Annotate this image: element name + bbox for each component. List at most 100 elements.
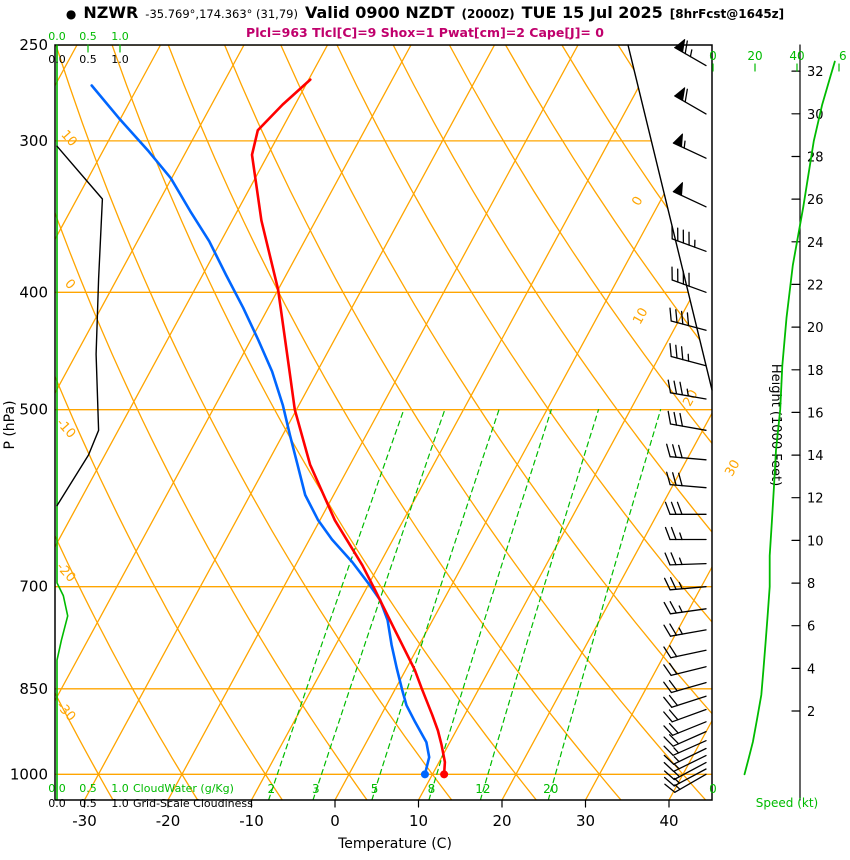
wind-barb-full xyxy=(676,501,683,515)
pressure-tick-label: 250 xyxy=(19,36,48,54)
wind-barb-full xyxy=(663,601,672,615)
wind-barb-full xyxy=(669,307,672,322)
wind-barb-full xyxy=(672,472,677,486)
wind-barb-full xyxy=(664,526,671,541)
wind-barb-half xyxy=(683,140,686,149)
station-coords: -35.769°,174.363° (31,79) xyxy=(145,7,298,21)
wind-barb-full xyxy=(686,312,690,327)
forecast-tag: [8hrFcst@1645z] xyxy=(669,7,785,21)
cloudwater-scale-top: 0.5 xyxy=(79,30,97,43)
dry-adiabat-line xyxy=(280,45,712,800)
isotherm-line xyxy=(83,45,496,800)
dry-adiabat-line xyxy=(55,45,453,800)
wind-barb-full xyxy=(663,745,674,756)
wind-barb-full xyxy=(678,444,683,459)
surface-temperature-dot xyxy=(440,770,449,779)
dry-adiabat-line xyxy=(111,45,537,800)
dry-adiabat-line xyxy=(392,45,712,800)
wind-barb-full xyxy=(669,645,678,658)
speed-axis-title: Speed (kt) xyxy=(756,796,818,810)
station-id: NZWR xyxy=(83,3,139,22)
dry-adiabat-line xyxy=(167,45,622,800)
wind-barb-full xyxy=(678,472,683,487)
sounding-curves xyxy=(90,78,449,779)
surface-dewpoint-dot xyxy=(420,770,429,779)
cloudwater-scale-top: 0.0 xyxy=(48,30,66,43)
wind-barb-pennant xyxy=(674,87,686,101)
mixing-ratio-label: 8 xyxy=(428,782,436,796)
valid-time: Valid 0900 NZDT xyxy=(304,3,455,22)
wind-barb-full xyxy=(679,412,684,427)
wind-barb-full xyxy=(663,736,674,747)
wind-barbs xyxy=(663,39,707,793)
wind-barb-full xyxy=(664,501,671,515)
cloudwater-scale-bottom: 0.0 xyxy=(48,782,66,795)
dry-adiabat-line xyxy=(223,45,707,800)
cloudwater-scale-bottom: 1.0 xyxy=(111,782,129,795)
plot-border xyxy=(54,44,713,801)
mixing-ratio-line xyxy=(547,409,662,800)
height-tick-label: 14 xyxy=(807,449,824,464)
mixing-ratio-line xyxy=(268,409,405,800)
mixing-ratio-label: 5 xyxy=(371,782,379,796)
wind-barb-full xyxy=(663,664,672,677)
isotherm-label: 20 xyxy=(680,387,701,409)
pressure-tick-label: 1000 xyxy=(10,765,48,783)
wind-barb-half xyxy=(673,747,680,754)
speed-tick-label: 40 xyxy=(789,49,804,63)
dry-adiabat-label: 0 xyxy=(61,277,78,293)
speed-tick-label: 20 xyxy=(747,49,762,63)
wind-barb-full xyxy=(668,709,679,721)
height-tick-label: 32 xyxy=(807,65,824,80)
wind-barb-full xyxy=(663,696,673,708)
wind-barb-full xyxy=(684,40,688,55)
isotherm-label: 0 xyxy=(629,194,646,209)
wind-barb-half xyxy=(674,784,681,790)
wind-barb-full xyxy=(663,776,675,787)
height-tick-label: 8 xyxy=(807,577,815,592)
dry-adiabat-line xyxy=(55,45,368,800)
wind-barb-half xyxy=(678,557,683,566)
isotherm-label: 30 xyxy=(722,457,743,479)
speed-tick-label: 6 xyxy=(839,49,847,63)
wind-barb-full xyxy=(667,379,672,394)
cloudiness-scale-bottom: 0.0 xyxy=(48,797,66,810)
cloud-profiles xyxy=(56,44,104,801)
cloudiness-axis-label: Grid-Scale Cloudiness xyxy=(133,797,253,810)
temperature-tick-label: 0 xyxy=(330,812,340,830)
wind-barb-full xyxy=(680,346,684,361)
dry-adiabat-label: 10 xyxy=(57,127,79,149)
isotherm-line xyxy=(55,45,329,800)
wind-barb-full xyxy=(670,526,677,541)
isotherm-line xyxy=(55,45,412,800)
wind-barb-half xyxy=(689,49,693,58)
corner-cut-line xyxy=(627,44,713,391)
wind-barb-full xyxy=(672,444,677,458)
dry-adiabat-line xyxy=(55,45,114,800)
pressure-tick-label: 300 xyxy=(19,132,48,150)
wind-barb-full xyxy=(684,88,688,103)
wind-barb-half xyxy=(679,532,683,541)
wind-barb-half xyxy=(678,605,683,613)
wind-barb-full xyxy=(663,646,672,659)
wind-barb-full xyxy=(668,734,680,745)
wind-barb-full xyxy=(675,344,678,359)
speed-zero-label: 0 xyxy=(709,782,717,796)
wind-barb-full xyxy=(663,577,671,591)
wind-barb-full xyxy=(663,754,675,765)
temperature-tick-label: 30 xyxy=(576,812,595,830)
cloudiness-scale-bottom: 0.5 xyxy=(79,797,97,810)
height-axis-title: Height (1000 Feet) xyxy=(768,364,783,486)
chart-title: ● NZWR -35.769°,174.363° (31,79) Valid 0… xyxy=(0,3,850,22)
wind-barb-full xyxy=(664,783,676,793)
temperature-tick-label: 20 xyxy=(492,812,511,830)
temperature-curve xyxy=(250,78,447,776)
wind-barb-full xyxy=(668,662,678,675)
valid-date: TUE 15 Jul 2025 xyxy=(521,3,663,22)
wind-barb-full xyxy=(663,624,672,637)
wind-barb-full xyxy=(673,411,678,426)
cloudiness-scale-top: 0.5 xyxy=(79,53,97,66)
